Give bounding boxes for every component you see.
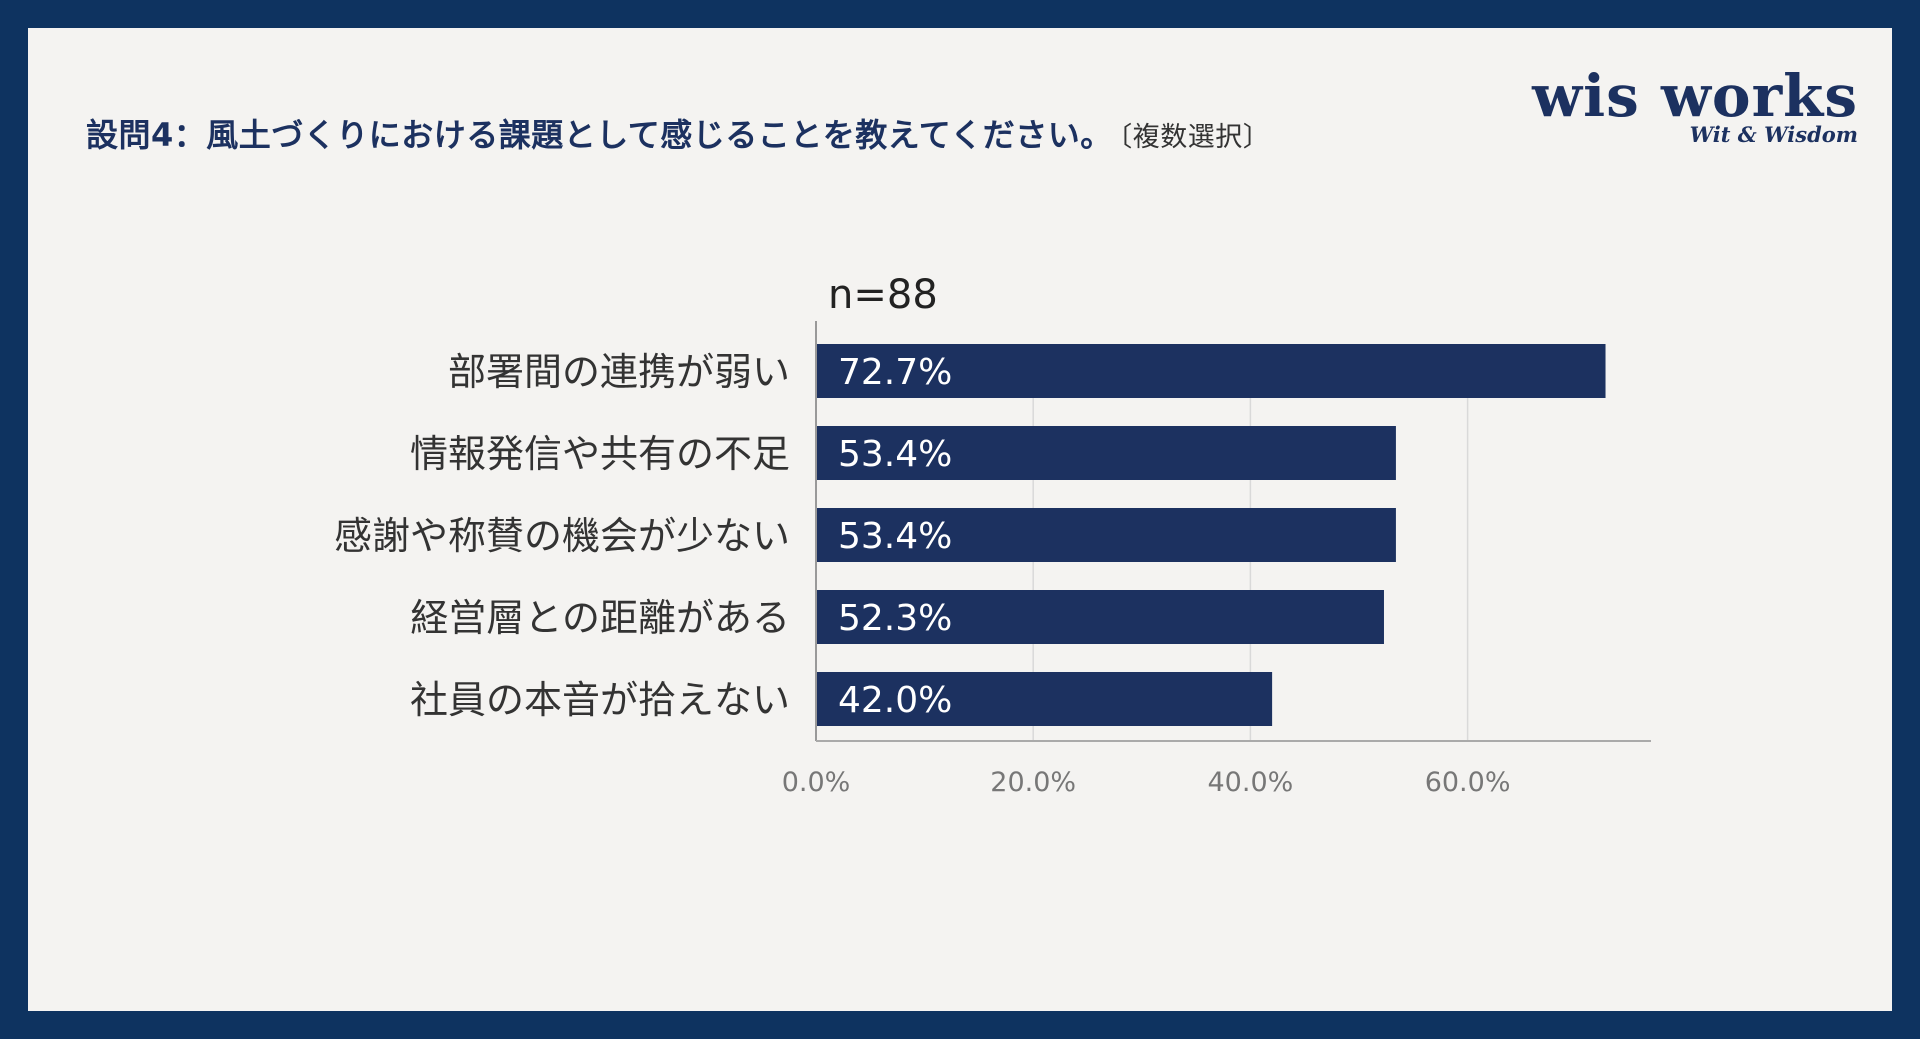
bar-value-label: 53.4%	[838, 516, 952, 557]
labels: 0.0% 20.0% 40.0% 60.0% 72.7% 部署間の連携が弱い 53.4% 情報…	[334, 272, 1511, 798]
category-label: 経営層との距離がある	[410, 596, 790, 640]
logo-tagline: Wit & Wisdom	[1689, 122, 1858, 147]
x-tick-label: 40.0%	[1208, 767, 1294, 798]
axes	[815, 321, 1651, 742]
x-tick-label: 0.0%	[782, 767, 851, 798]
x-tick-label: 60.0%	[1425, 767, 1511, 798]
sample-size-label: n=88	[828, 272, 938, 318]
bar-value-label: 52.3%	[838, 598, 952, 639]
bar	[816, 508, 1396, 562]
x-tick-label: 20.0%	[990, 767, 1076, 798]
bar-value-label: 42.0%	[838, 680, 952, 721]
bar-chart: 0.0% 20.0% 40.0% 60.0% 72.7% 部署間の連携が弱い 53.4% 情報…	[334, 272, 1651, 798]
category-label: 社員の本音が拾えない	[410, 678, 790, 722]
bar	[816, 344, 1606, 398]
slide-title: 設問4：風土づくりにおける課題として感じることを教えてください。 〔複数選択〕	[86, 110, 1486, 156]
brand-logo: wis works Wit & Wisdom	[1532, 64, 1858, 146]
category-label: 情報発信や共有の不足	[410, 432, 790, 476]
bar	[816, 590, 1384, 644]
slide-frame: 設問4：風土づくりにおける課題として感じることを教えてください。 〔複数選択〕 w…	[28, 28, 1892, 1011]
bar-value-label: 53.4%	[838, 434, 952, 475]
bars	[816, 344, 1606, 726]
bar	[816, 672, 1273, 726]
logo-name: wis works	[1532, 62, 1858, 130]
category-label: 感謝や称賛の機会が少ない	[334, 514, 790, 558]
category-label: 部署間の連携が弱い	[448, 350, 790, 394]
bar-value-label: 72.7%	[838, 352, 952, 393]
bar	[816, 426, 1396, 480]
title-subtitle: 〔複数選択〕	[1118, 122, 1271, 153]
title-text: 設問4：風土づくりにおける課題として感じることを教えてください。	[86, 116, 1113, 154]
